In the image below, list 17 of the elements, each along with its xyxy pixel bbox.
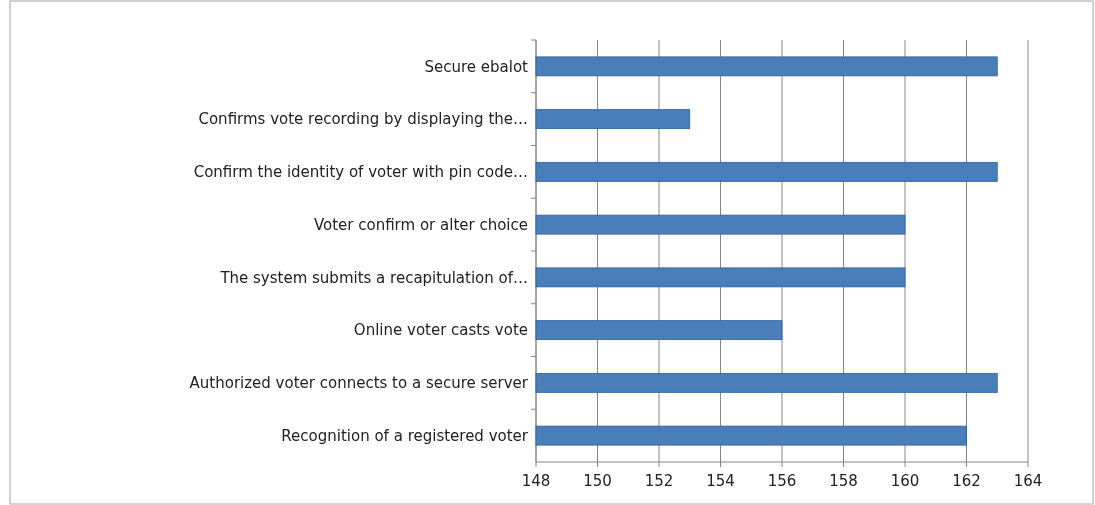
y-tick-label: Voter confirm or alter choice (313, 215, 528, 234)
y-tick-label: Confirms vote recording by displaying the… (198, 110, 528, 129)
y-tick-label: Online voter casts vote (353, 321, 528, 340)
x-tick-label: 154 (706, 472, 735, 490)
x-tick-label: 160 (890, 472, 920, 490)
x-tick-label: 150 (583, 472, 612, 490)
x-tick-label: 158 (829, 472, 858, 490)
x-tick-label: 156 (767, 472, 797, 490)
y-tick-label: Authorized voter connects to a secure server (189, 374, 529, 393)
x-tick-label: 162 (952, 472, 981, 490)
x-tick-label: 148 (521, 472, 551, 490)
x-tick-label: 152 (644, 472, 674, 490)
x-tick-label: 164 (1013, 472, 1043, 490)
y-tick-label: The system submits a recapitulation of… (219, 268, 528, 287)
y-tick-label: Secure ebalot (424, 57, 529, 76)
y-tick-label: Confirm the identity of voter with pin code… (193, 163, 528, 182)
y-tick-label: Recognition of a registered voter (281, 426, 529, 445)
